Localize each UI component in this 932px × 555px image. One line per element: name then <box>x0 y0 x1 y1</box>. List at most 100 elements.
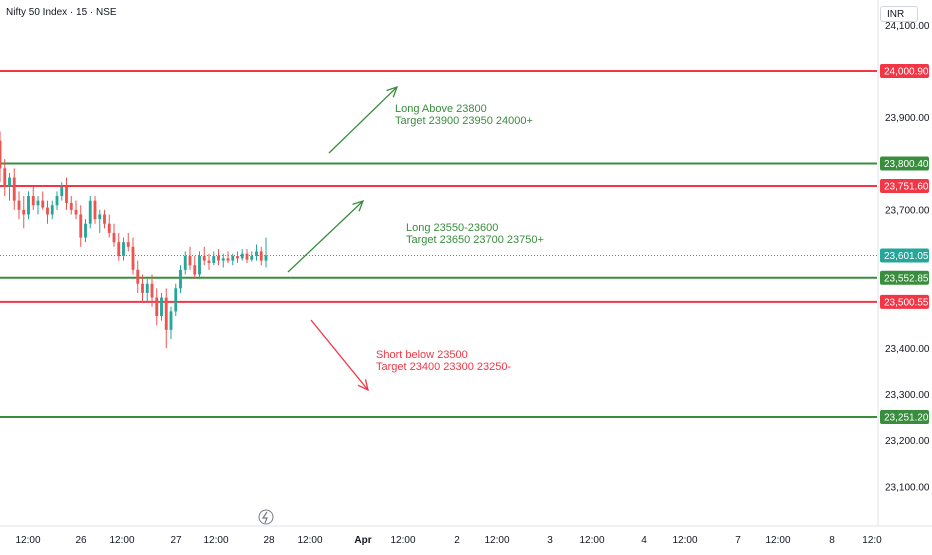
candle-body <box>79 214 83 238</box>
time-tick-label: 26 <box>75 535 87 546</box>
time-tick-label: 12:00 <box>203 535 228 546</box>
candle-body <box>231 256 235 261</box>
time-tick-label: 2 <box>454 535 460 546</box>
time-tick-label: 12:00 <box>765 535 790 546</box>
arrow-long-range[interactable] <box>287 200 364 273</box>
candle-body <box>155 297 159 317</box>
candle-body <box>8 177 11 187</box>
lightning-icon <box>261 511 268 524</box>
candle-body <box>264 255 268 261</box>
candle-body <box>69 202 73 210</box>
annotation-long-above: Long Above 23800 Target 23900 23950 2400… <box>395 103 533 127</box>
annotation-line: Target 23900 23950 24000+ <box>395 115 533 127</box>
candle-body <box>50 205 54 215</box>
time-tick-label: Apr <box>354 535 371 546</box>
candle-body <box>240 253 244 259</box>
candle-body <box>103 214 106 224</box>
candle-body <box>12 177 16 201</box>
candle-body <box>202 256 206 261</box>
candle-body <box>141 283 144 293</box>
candle-body <box>193 265 197 275</box>
time-tick-label: 12:00 <box>15 535 40 546</box>
currency-button[interactable]: INR <box>880 6 918 22</box>
price-level-label: 23,751.60 <box>884 182 929 193</box>
candle-body <box>74 209 78 215</box>
price-tick-label: 23,300.00 <box>885 390 930 401</box>
candle-body <box>217 256 220 261</box>
arrow-long-range-head <box>352 199 365 212</box>
price-tick-label: 23,900.00 <box>885 113 930 124</box>
candle-body <box>179 269 182 289</box>
price-tick-label: 24,100.00 <box>885 21 930 32</box>
time-tick-label: 4 <box>641 535 647 546</box>
candle-body <box>236 256 239 259</box>
arrow-short-below[interactable] <box>310 319 369 391</box>
annotation-line: Target 23650 23700 23750+ <box>406 234 544 246</box>
price-level-badge <box>880 294 929 309</box>
price-tick-label: 23,200.00 <box>885 436 930 447</box>
candle-body <box>93 200 97 220</box>
candle-body <box>150 283 154 298</box>
annotation-line: Long 23550-23600 <box>406 222 499 234</box>
price-level-label: 23,251.20 <box>884 413 929 424</box>
price-level-label: 23,500.55 <box>884 297 929 308</box>
candle-body <box>46 207 49 215</box>
time-tick-label: 12:00 <box>672 535 697 546</box>
candle-body <box>84 223 87 238</box>
candle-body <box>164 297 168 330</box>
price-level-badge <box>880 410 929 424</box>
candle-body <box>188 256 192 266</box>
symbol-title[interactable]: Nifty 50 Index · 15 · NSE <box>6 7 117 18</box>
price-level-label: 23,552.85 <box>884 273 929 284</box>
candle-body <box>160 297 163 317</box>
price-tick-label: 23,400.00 <box>885 344 930 355</box>
candle-body <box>112 232 116 243</box>
candle-body <box>27 196 30 215</box>
price-tick-label: 23,700.00 <box>885 205 930 216</box>
candle-body <box>98 214 102 220</box>
candle-body <box>107 223 111 233</box>
candle-body <box>259 251 263 261</box>
candle-body <box>250 256 254 260</box>
candle-body <box>117 242 121 257</box>
price-level-badge <box>880 179 929 194</box>
candle-body <box>3 168 7 187</box>
time-tick-label: 3 <box>547 535 553 546</box>
candle-body <box>60 186 64 197</box>
candle-body <box>17 200 21 210</box>
price-level-badge <box>880 64 929 78</box>
candle-body <box>41 200 45 208</box>
time-tick-label: 12:00 <box>297 535 322 546</box>
candle-body <box>22 209 26 215</box>
time-tick-label: 8 <box>829 535 835 546</box>
candle-body <box>226 258 230 261</box>
candle-body <box>145 283 149 293</box>
time-tick-label: 12:00 <box>390 535 415 546</box>
time-tick-label: 12:00 <box>484 535 509 546</box>
candle-body <box>0 140 2 169</box>
candle-body <box>131 246 135 270</box>
events-icon[interactable] <box>258 509 274 525</box>
price-level-badge <box>880 248 929 263</box>
time-tick-label: 12:00 <box>109 535 134 546</box>
annotation-short-below: Short below 23500 Target 23400 23300 232… <box>376 349 511 373</box>
price-tick-label: 23,100.00 <box>885 482 930 493</box>
candle-body <box>174 288 178 312</box>
candle-body <box>126 242 130 247</box>
candle-body <box>221 258 225 261</box>
time-tick-label: 12:0 <box>862 535 882 546</box>
candle-body <box>198 256 201 275</box>
time-tick-label: 28 <box>263 535 275 546</box>
candle-body <box>36 200 40 206</box>
candle-body <box>122 242 125 257</box>
price-level-label: 24,000.90 <box>884 67 929 78</box>
candle-body <box>55 196 59 206</box>
time-tick-label: 12:00 <box>579 535 604 546</box>
price-level-label: 23,800.40 <box>884 159 929 170</box>
arrow-long-above[interactable] <box>328 86 398 154</box>
candle-body <box>183 256 187 270</box>
candle-body <box>65 186 68 203</box>
candle-body <box>255 251 258 257</box>
